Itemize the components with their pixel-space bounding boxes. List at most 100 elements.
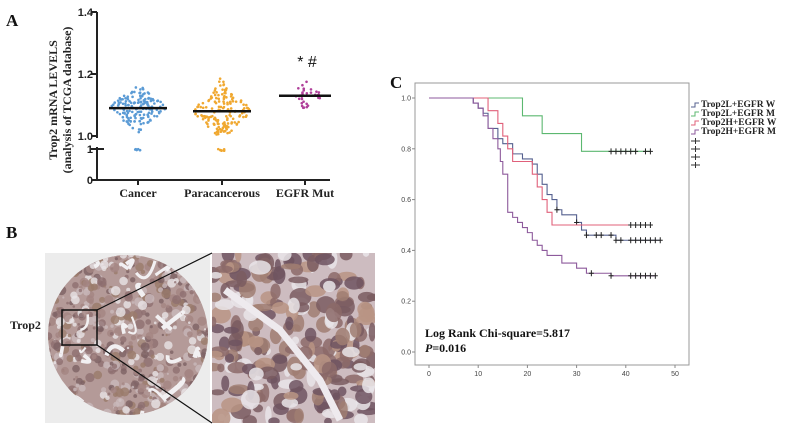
tissue-blob xyxy=(145,319,152,325)
tissue-blob xyxy=(183,362,187,366)
cell-blob xyxy=(353,362,368,371)
stroma-gap xyxy=(80,353,92,364)
tissue-blob xyxy=(55,317,65,327)
data-point xyxy=(214,118,218,122)
data-point xyxy=(222,149,226,153)
tissue-blob xyxy=(144,293,155,304)
data-point xyxy=(214,96,218,100)
data-point xyxy=(205,115,209,119)
x-category-label: Cancer xyxy=(119,186,157,200)
data-point xyxy=(226,122,230,125)
tissue-blob xyxy=(122,406,130,414)
stroma-gap xyxy=(80,314,90,332)
data-point xyxy=(222,130,226,133)
data-point xyxy=(133,120,136,123)
cell-blob xyxy=(280,263,301,270)
cell-blob xyxy=(357,301,373,317)
data-point xyxy=(220,92,224,96)
tissue-blob xyxy=(155,352,165,361)
censor-mark xyxy=(638,222,644,228)
data-point xyxy=(237,120,240,124)
tissue-blob xyxy=(97,277,107,287)
data-point xyxy=(110,104,114,108)
data-point xyxy=(231,96,235,100)
data-point xyxy=(148,118,152,122)
data-point xyxy=(302,89,306,92)
tissue-blob xyxy=(92,326,96,330)
tissue-blob xyxy=(185,375,192,383)
data-point xyxy=(242,103,245,106)
tissue-blob xyxy=(179,314,187,322)
data-point xyxy=(139,110,143,114)
tissue-blob xyxy=(189,290,194,295)
tissue-blob xyxy=(131,301,135,304)
data-point xyxy=(222,97,226,101)
censor-mark xyxy=(623,148,629,155)
data-point xyxy=(139,128,142,132)
tissue-blob xyxy=(137,300,148,311)
tissue-blob xyxy=(99,326,104,332)
stroma-gap xyxy=(104,344,126,357)
data-point xyxy=(222,83,225,87)
cell-blob xyxy=(212,272,223,279)
data-point xyxy=(217,105,221,109)
cell-blob xyxy=(344,276,364,290)
tissue-blob xyxy=(165,317,168,320)
censor-mark xyxy=(647,237,653,244)
data-point xyxy=(226,117,229,120)
scatter-chart: Trop2 mRNA LEVELS (analysis of TCGA data… xyxy=(46,7,334,200)
cell-blob xyxy=(217,363,225,373)
data-point xyxy=(139,116,143,120)
cell-blob xyxy=(212,292,222,302)
data-point xyxy=(125,97,129,100)
censor-mark xyxy=(638,237,644,244)
tissue-blob xyxy=(128,341,133,346)
tissue-blob xyxy=(66,354,74,363)
data-point xyxy=(234,100,238,103)
data-point xyxy=(125,115,129,119)
y-tick-label: 1.0 xyxy=(401,96,411,103)
cell-blob xyxy=(339,400,348,419)
data-point xyxy=(133,148,137,151)
data-point xyxy=(122,94,126,98)
cell-blob xyxy=(223,326,239,334)
legend-swatch xyxy=(691,111,699,117)
data-point xyxy=(194,112,197,116)
data-point xyxy=(130,104,134,108)
data-point xyxy=(151,98,155,101)
data-point xyxy=(239,100,243,104)
stroma-gap xyxy=(135,282,146,298)
tissue-blob xyxy=(109,262,120,273)
tissue-blob xyxy=(119,255,128,259)
censor-mark xyxy=(608,272,614,279)
tissue-blob xyxy=(132,407,143,415)
data-point xyxy=(139,88,142,91)
tissue-blob xyxy=(90,277,98,285)
tissue-blob xyxy=(121,382,125,386)
data-point xyxy=(245,106,249,110)
data-point xyxy=(216,122,220,126)
stroma-gap xyxy=(118,262,130,271)
tissue-blob xyxy=(115,388,124,398)
tissue-blob xyxy=(115,397,125,407)
p-value-text: =0.016 xyxy=(432,341,466,355)
cell-blob xyxy=(325,302,342,323)
tissue-blob xyxy=(110,309,114,314)
tissue-blob xyxy=(177,362,182,367)
data-point xyxy=(225,87,228,90)
tissue-blob xyxy=(139,377,144,382)
tissue-blob xyxy=(141,407,144,410)
data-point xyxy=(156,99,160,103)
cell-blob xyxy=(335,327,350,346)
tissue-blob xyxy=(133,394,138,398)
censor-mark xyxy=(608,232,614,239)
tissue-blob xyxy=(90,283,98,291)
tissue-blob xyxy=(52,311,58,318)
data-point xyxy=(121,115,125,119)
data-point xyxy=(149,97,153,100)
tissue-blob xyxy=(115,307,126,317)
data-point xyxy=(297,86,300,90)
tissue-blob xyxy=(143,357,153,368)
data-point xyxy=(131,95,134,99)
